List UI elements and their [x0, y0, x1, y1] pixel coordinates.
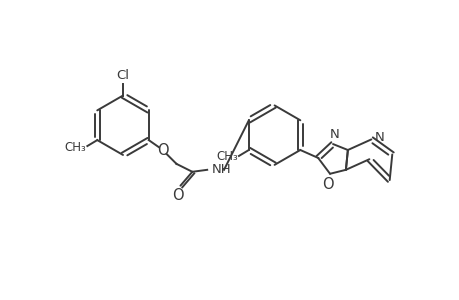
- Text: O: O: [322, 177, 333, 192]
- Text: Cl: Cl: [116, 69, 129, 82]
- Text: N: N: [330, 128, 339, 141]
- Text: N: N: [374, 131, 383, 144]
- Text: CH₃: CH₃: [64, 140, 86, 154]
- Text: O: O: [171, 188, 183, 202]
- Text: NH: NH: [212, 163, 231, 176]
- Text: O: O: [157, 142, 168, 158]
- Text: CH₃: CH₃: [216, 150, 237, 164]
